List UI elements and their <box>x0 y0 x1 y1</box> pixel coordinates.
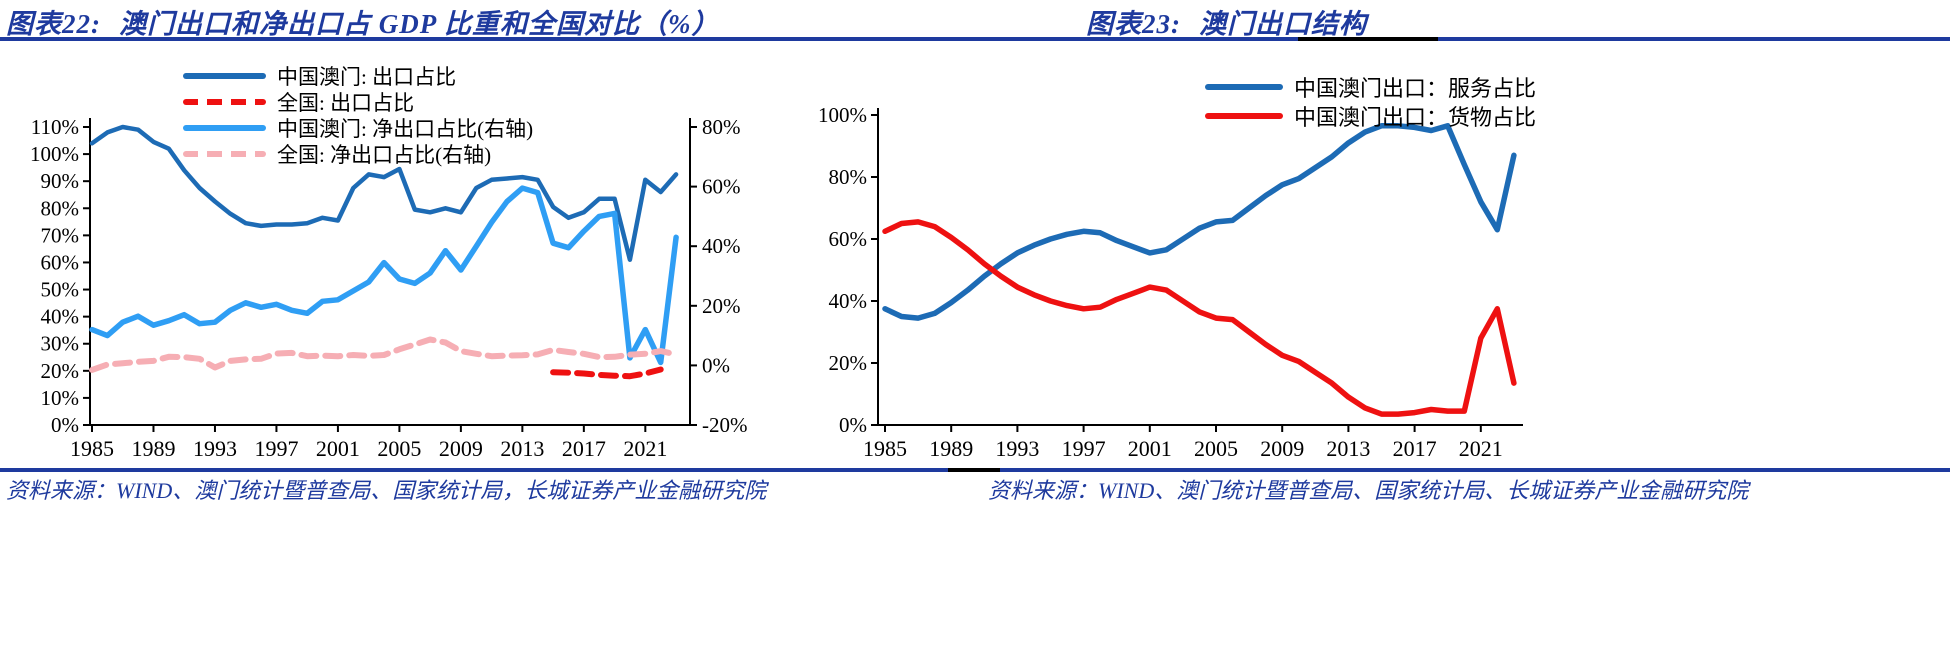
series-line <box>89 185 679 366</box>
series-line <box>882 219 1517 417</box>
x-axis-tick-label: 2021 <box>623 436 667 461</box>
series-line <box>882 123 1517 321</box>
y-axis-tick-label: 70% <box>41 223 80 247</box>
figure-23-title-text: 澳门出口结构 <box>1199 9 1367 39</box>
legend-item: 全国: 净出口占比(右轴) <box>183 142 492 167</box>
source-label: 资料来源： <box>6 478 117 503</box>
legend-swatch <box>183 151 266 157</box>
figure-22-number: 图表22: <box>6 9 101 39</box>
y-axis-tick-label: 20% <box>829 351 868 375</box>
x-axis-tick-label: 2009 <box>439 436 483 461</box>
y-axis-right-tick-label: -20% <box>702 413 748 437</box>
source-rule-black-segment <box>948 468 1000 472</box>
x-axis-tick-label: 2001 <box>1128 436 1172 461</box>
source-text: WIND、澳门统计暨普查局、国家统计局，长城证券产业金融研究院 <box>116 478 767 503</box>
legend-swatch <box>183 73 266 79</box>
legend-label: 中国澳门出口：货物占比 <box>1294 105 1537 130</box>
x-axis-tick-label: 2009 <box>1260 436 1304 461</box>
x-axis-tick-label: 2001 <box>316 436 360 461</box>
figure-22-source: 资料来源：WIND、澳门统计暨普查局、国家统计局，长城证券产业金融研究院 <box>6 477 796 505</box>
legend-label: 中国澳门: 出口占比 <box>277 65 457 89</box>
legend-item: 中国澳门: 出口占比 <box>183 64 457 89</box>
legend-label: 中国澳门出口：服务占比 <box>1294 76 1537 101</box>
series-line <box>89 336 680 373</box>
legend-label: 全国: 出口占比 <box>277 91 415 115</box>
y-axis-tick-label: 60% <box>829 227 868 251</box>
y-axis-tick-label: 80% <box>829 165 868 189</box>
y-axis-right-tick-label: 40% <box>702 234 741 258</box>
y-axis-tick-label: 110% <box>31 115 79 139</box>
legend-swatch <box>1205 84 1283 90</box>
legend-item: 全国: 出口占比 <box>183 90 415 115</box>
x-axis-tick-label: 1989 <box>929 436 973 461</box>
source-label: 资料来源： <box>988 478 1099 503</box>
y-axis-tick-label: 90% <box>41 169 80 193</box>
x-axis-tick-label: 1993 <box>995 436 1039 461</box>
y-axis-right-tick-label: 20% <box>702 294 741 318</box>
x-axis-tick-label: 2017 <box>1393 436 1437 461</box>
x-axis-tick-label: 1993 <box>193 436 237 461</box>
x-axis-tick-label: 1997 <box>254 436 298 461</box>
x-axis-tick-label: 2005 <box>377 436 421 461</box>
series-line <box>550 366 664 380</box>
title-rule-black-segment <box>1298 37 1438 41</box>
y-axis-tick-label: 80% <box>41 196 80 220</box>
x-axis-tick-label: 1989 <box>131 436 175 461</box>
y-axis-tick-label: 40% <box>41 305 80 329</box>
legend-item: 中国澳门: 净出口占比(右轴) <box>183 116 534 141</box>
figure-22-title: 图表22: 澳门出口和净出口占 GDP 比重和全国对比（%） <box>6 2 719 41</box>
legend-label: 中国澳门: 净出口占比(右轴) <box>277 117 534 141</box>
x-axis-tick-label: 1997 <box>1062 436 1106 461</box>
y-axis-tick-label: 10% <box>41 386 80 410</box>
y-axis-tick-label: 50% <box>41 278 80 302</box>
y-axis-right-tick-label: 0% <box>702 353 730 377</box>
title-rule <box>0 37 1950 41</box>
legend-item: 中国澳门出口：货物占比 <box>1205 103 1537 130</box>
y-axis-tick-label: 60% <box>41 250 80 274</box>
legend-label: 全国: 净出口占比(右轴) <box>277 143 492 167</box>
figure-23-number: 图表23: <box>1086 9 1181 39</box>
figure-23-title: 图表23: 澳门出口结构 <box>1086 2 1367 41</box>
figure-23-source: 资料来源：WIND、澳门统计暨普查局、国家统计局、长城证券产业金融研究院 <box>988 477 1803 505</box>
x-axis-tick-label: 2005 <box>1194 436 1238 461</box>
x-axis-tick-label: 1985 <box>863 436 907 461</box>
legend-item: 中国澳门出口：服务占比 <box>1205 74 1537 101</box>
source-text: WIND、澳门统计暨普查局、国家统计局、长城证券产业金融研究院 <box>1098 478 1749 503</box>
legend-swatch <box>183 125 266 131</box>
x-axis-tick-label: 2017 <box>562 436 606 461</box>
y-axis-tick-label: 20% <box>41 359 80 383</box>
x-axis-tick-label: 2013 <box>1326 436 1370 461</box>
legend-swatch <box>1205 113 1283 119</box>
y-axis-tick-label: 30% <box>41 332 80 356</box>
y-axis-tick-label: 0% <box>51 413 79 437</box>
y-axis-right-tick-label: 80% <box>702 115 741 139</box>
x-axis-tick-label: 1985 <box>70 436 114 461</box>
series-line <box>89 124 679 262</box>
y-axis-tick-label: 40% <box>829 289 868 313</box>
y-axis-tick-label: 100% <box>30 142 79 166</box>
x-axis-tick-label: 2021 <box>1459 436 1503 461</box>
y-axis-tick-label: 100% <box>818 103 867 127</box>
legend-swatch <box>183 99 266 105</box>
x-axis-tick-label: 2013 <box>500 436 544 461</box>
figure-22-title-text: 澳门出口和净出口占 GDP 比重和全国对比（%） <box>119 9 720 39</box>
y-axis-tick-label: 0% <box>839 413 867 437</box>
y-axis-right-tick-label: 60% <box>702 175 741 199</box>
